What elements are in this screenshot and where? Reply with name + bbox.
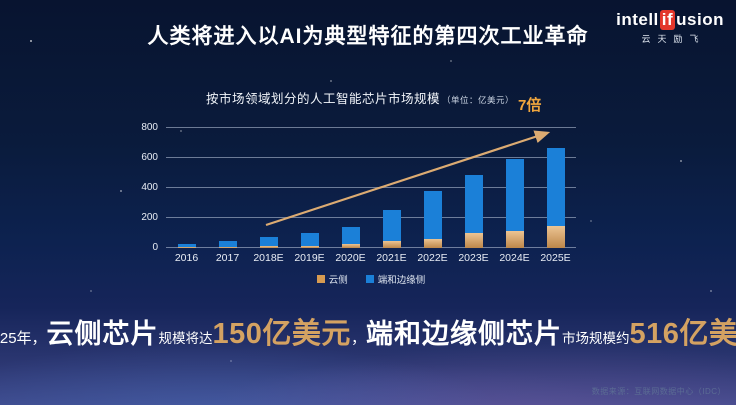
- statement-comma: ，: [350, 330, 366, 347]
- chart-title: 按市场领域划分的人工智能芯片市场规模 （单位：亿美元）: [130, 88, 590, 107]
- data-source-note: 数据来源：互联网数据中心（IDC）: [591, 387, 726, 396]
- chart-legend: 云侧 端和边缘侧: [166, 272, 576, 286]
- bar-stack-2024E: [505, 158, 524, 248]
- y-tick-label-600: 600: [141, 152, 158, 163]
- logo-if-box: if: [659, 10, 676, 30]
- bar-segment-云侧-2025E: [546, 225, 565, 248]
- bar-column-2019E: [289, 128, 330, 248]
- bar-segment-端和边缘侧-2018E: [259, 237, 278, 247]
- growth-multiple-annotation: 7倍: [518, 97, 542, 114]
- statement-value-edge: 516亿美元: [629, 318, 736, 350]
- bar-stack-2021E: [382, 210, 401, 248]
- bar-segment-端和边缘侧-2022E: [423, 191, 442, 239]
- y-tick-label-200: 200: [141, 212, 158, 223]
- legend-swatch-云侧: [316, 275, 325, 283]
- statement-mid2: 市场规模约: [561, 331, 630, 346]
- x-tick-label-2025E: 2025E: [540, 252, 571, 264]
- bar-column-2020E: [330, 128, 371, 248]
- gridline-800: [166, 127, 576, 128]
- legend-swatch-端和边缘侧: [365, 275, 374, 283]
- bar-column-2016: [166, 128, 207, 248]
- bar-column-2022E: [412, 128, 453, 248]
- x-tick-label-2019E: 2019E: [294, 252, 325, 264]
- bar-stack-2020E: [341, 227, 360, 248]
- x-tick-label-2016: 2016: [174, 252, 199, 264]
- bar-segment-端和边缘侧-2024E: [505, 158, 524, 231]
- bar-plot: [166, 127, 576, 248]
- x-tick-label-2023E: 2023E: [458, 252, 489, 264]
- x-axis-labels: 2016 2017 2018E 2019E 2020E 2021E 2022E 2023E 20…: [166, 252, 576, 264]
- logo-text-left: intell: [616, 10, 659, 29]
- x-tick-label-2024E: 2024E: [499, 252, 530, 264]
- legend-item-云侧: 云侧: [316, 272, 348, 286]
- statement-term-cloud: 云侧芯片: [46, 319, 159, 349]
- bar-segment-端和边缘侧-2025E: [546, 148, 565, 226]
- bar-stack-2025E: [546, 148, 565, 248]
- bar-stack-2017: [218, 241, 237, 248]
- bar-segment-云侧-2017: [218, 246, 237, 248]
- x-tick-label-2022E: 2022E: [417, 252, 448, 264]
- bar-segment-端和边缘侧-2020E: [341, 227, 360, 245]
- y-tick-label-800: 800: [141, 122, 158, 133]
- bar-segment-云侧-2019E: [300, 245, 319, 248]
- x-tick-label-2020E: 2020E: [335, 252, 366, 264]
- chart-title-text: 按市场领域划分的人工智能芯片市场规模: [205, 92, 440, 106]
- legend-item-端和边缘侧: 端和边缘侧: [365, 272, 426, 286]
- brand-logo: intell if usion 云天励飞: [616, 10, 724, 45]
- bar-column-2021E: [371, 128, 412, 248]
- bar-stack-2022E: [423, 191, 442, 248]
- x-tick-label-2021E: 2021E: [376, 252, 407, 264]
- x-tick-label-2018E: 2018E: [253, 252, 284, 264]
- y-axis: 0 200 400 600 800: [130, 122, 158, 253]
- chart-unit-note: （单位：亿美元）: [442, 95, 515, 105]
- bar-segment-端和边缘侧-2023E: [464, 175, 483, 233]
- key-statement: 到2025年， 云侧芯片 规模将达 150亿美元 ， 端和边缘侧芯片 市场规模约…: [0, 310, 736, 352]
- logo-text-right: usion: [676, 10, 724, 29]
- bar-segment-云侧-2023E: [464, 233, 483, 248]
- bar-segment-云侧-2024E: [505, 230, 524, 248]
- bar-stack-2019E: [300, 232, 319, 248]
- bar-segment-云侧-2020E: [341, 244, 360, 248]
- legend-label-端和边缘侧: 端和边缘侧: [377, 275, 426, 286]
- bar-column-2023E: [453, 128, 494, 248]
- legend-label-云侧: 云侧: [328, 275, 348, 286]
- slide-title: 人类将进入以AI为典型特征的第四次工业革命: [147, 25, 589, 48]
- statement-mid1: 规模将达: [158, 331, 213, 346]
- bar-column-2018E: [248, 128, 289, 248]
- bar-segment-端和边缘侧-2021E: [382, 210, 401, 242]
- bar-segment-端和边缘侧-2019E: [300, 232, 319, 246]
- gridline-0: [166, 247, 576, 248]
- bar-column-2024E: [494, 128, 535, 248]
- bar-columns: [166, 128, 576, 248]
- bar-segment-云侧-2016: [177, 247, 196, 248]
- y-tick-label-0: 0: [152, 242, 158, 253]
- bar-segment-云侧-2021E: [382, 241, 401, 248]
- y-tick-label-400: 400: [141, 182, 158, 193]
- statement-term-edge: 端和边缘侧芯片: [365, 319, 562, 349]
- bar-segment-云侧-2022E: [423, 238, 442, 248]
- bar-stack-2016: [177, 244, 196, 248]
- ai-chip-market-chart: 按市场领域划分的人工智能芯片市场规模 （单位：亿美元） 7倍 0 200 400 600…: [130, 88, 590, 293]
- brand-chinese-name: 云天励飞: [641, 34, 706, 44]
- bar-stack-2023E: [464, 175, 483, 248]
- statement-value-cloud: 150亿美元: [212, 318, 351, 350]
- bar-segment-端和边缘侧-2016: [177, 244, 196, 248]
- bar-column-2025E: [535, 128, 576, 248]
- bar-column-2017: [207, 128, 248, 248]
- x-tick-label-2017: 2017: [215, 252, 240, 264]
- bar-stack-2018E: [259, 237, 278, 248]
- statement-prefix: 到2025年，: [0, 330, 47, 347]
- bar-segment-端和边缘侧-2017: [218, 241, 237, 247]
- bar-segment-云侧-2018E: [259, 246, 278, 248]
- brand-wordmark: intell if usion: [616, 10, 724, 30]
